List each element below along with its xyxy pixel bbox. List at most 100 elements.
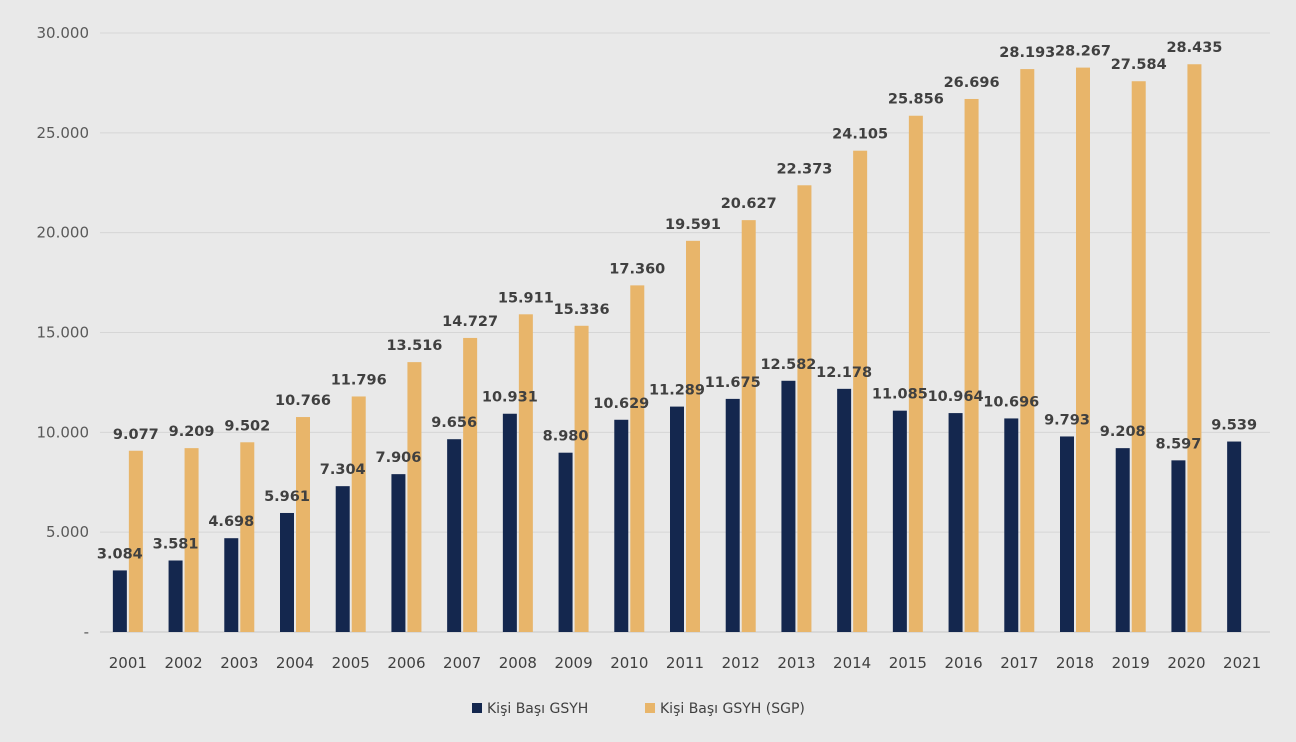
data-label-kisi-basi-gsyh-sgp: 27.584 bbox=[1111, 57, 1167, 73]
data-label-kisi-basi-gsyh: 5.961 bbox=[264, 489, 310, 505]
x-tick-label: 2010 bbox=[610, 654, 648, 672]
bar-kisi-basi-gsyh bbox=[391, 474, 406, 632]
data-label-kisi-basi-gsyh-sgp: 25.856 bbox=[888, 92, 944, 108]
bar-kisi-basi-gsyh-sgp bbox=[908, 115, 923, 632]
x-tick-label: 2017 bbox=[1000, 654, 1038, 672]
bar-kisi-basi-gsyh-sgp bbox=[1020, 69, 1035, 632]
bar-kisi-basi-gsyh bbox=[168, 560, 183, 632]
data-label-kisi-basi-gsyh-sgp: 28.193 bbox=[999, 45, 1055, 61]
y-tick-label: 20.000 bbox=[37, 224, 90, 242]
bar-kisi-basi-gsyh-sgp bbox=[741, 220, 756, 632]
data-label-kisi-basi-gsyh: 8.980 bbox=[543, 429, 589, 445]
bar-kisi-basi-gsyh-sgp bbox=[518, 314, 533, 632]
data-label-kisi-basi-gsyh: 7.304 bbox=[320, 462, 366, 478]
bar-kisi-basi-gsyh bbox=[1060, 436, 1074, 632]
y-tick-label: 10.000 bbox=[37, 423, 90, 441]
data-label-kisi-basi-gsyh: 3.084 bbox=[97, 546, 143, 562]
legend: Kişi Başı GSYH Kişi Başı GSYH (SGP) bbox=[472, 701, 805, 717]
bar-kisi-basi-gsyh bbox=[335, 486, 350, 632]
bar-kisi-basi-gsyh-sgp bbox=[128, 450, 143, 632]
data-label-kisi-basi-gsyh: 9.793 bbox=[1044, 412, 1090, 428]
data-label-kisi-basi-gsyh-sgp: 11.796 bbox=[331, 372, 387, 388]
bar-kisi-basi-gsyh bbox=[892, 410, 907, 632]
bar-kisi-basi-gsyh-sgp bbox=[964, 98, 979, 633]
data-label-kisi-basi-gsyh-sgp: 9.209 bbox=[169, 424, 215, 440]
x-axis: 2001 2002 2003 2004 2005 2006 2007 2008 2009 2010… bbox=[109, 654, 1261, 672]
legend-swatch-kisi-basi-gsyh-sgp bbox=[645, 703, 655, 713]
data-label-kisi-basi-gsyh: 11.675 bbox=[705, 375, 761, 391]
bar-kisi-basi-gsyh bbox=[1227, 441, 1242, 632]
x-tick-label: 2020 bbox=[1167, 654, 1205, 672]
bar-kisi-basi-gsyh bbox=[725, 398, 740, 632]
x-tick-label: 2019 bbox=[1112, 654, 1150, 672]
y-axis: - 5.000 10.000 15.000 20.000 25.000 30.000 bbox=[37, 24, 90, 641]
bar-kisi-basi-gsyh-sgp bbox=[574, 325, 589, 632]
bar-kisi-basi-gsyh bbox=[558, 452, 573, 632]
legend-swatch-kisi-basi-gsyh bbox=[472, 703, 482, 713]
x-tick-label: 2002 bbox=[164, 654, 202, 672]
y-tick-label: - bbox=[84, 623, 89, 641]
bar-kisi-basi-gsyh-sgp bbox=[296, 417, 310, 632]
x-tick-label: 2007 bbox=[443, 654, 481, 672]
legend-label-kisi-basi-gsyh: Kişi Başı GSYH bbox=[487, 701, 588, 717]
data-label-kisi-basi-gsyh-sgp: 17.360 bbox=[609, 261, 665, 277]
bar-kisi-basi-gsyh bbox=[1171, 460, 1186, 632]
data-label-kisi-basi-gsyh-sgp: 20.627 bbox=[721, 196, 777, 212]
data-label-kisi-basi-gsyh-sgp: 10.766 bbox=[275, 393, 331, 409]
x-tick-label: 2006 bbox=[387, 654, 425, 672]
bar-kisi-basi-gsyh bbox=[948, 413, 963, 632]
y-tick-label: 30.000 bbox=[37, 24, 90, 42]
x-tick-label: 2012 bbox=[722, 654, 760, 672]
data-label-kisi-basi-gsyh-sgp: 26.696 bbox=[944, 75, 1000, 91]
bar-kisi-basi-gsyh bbox=[837, 388, 852, 632]
data-label-kisi-basi-gsyh: 11.085 bbox=[872, 387, 928, 403]
x-tick-label: 2009 bbox=[554, 654, 592, 672]
bar-kisi-basi-gsyh-sgp bbox=[1076, 67, 1090, 632]
bar-kisi-basi-gsyh-sgp bbox=[1187, 64, 1202, 633]
data-label-kisi-basi-gsyh-sgp: 13.516 bbox=[386, 338, 442, 354]
data-label-kisi-basi-gsyh: 10.629 bbox=[593, 396, 649, 412]
bar-kisi-basi-gsyh-sgp bbox=[240, 442, 255, 632]
data-label-kisi-basi-gsyh: 9.208 bbox=[1100, 424, 1146, 440]
data-label-kisi-basi-gsyh: 9.656 bbox=[431, 415, 477, 431]
data-label-kisi-basi-gsyh-sgp: 28.267 bbox=[1055, 44, 1111, 60]
x-tick-label: 2004 bbox=[276, 654, 314, 672]
data-labels: 3.084 9.077 3.581 9.209 4.698 9.502 5.961 10.76… bbox=[97, 40, 1257, 562]
bar-kisi-basi-gsyh-sgp bbox=[630, 285, 645, 632]
y-tick-label: 25.000 bbox=[37, 124, 90, 142]
bar-kisi-basi-gsyh-sgp bbox=[853, 150, 868, 633]
data-label-kisi-basi-gsyh-sgp: 15.911 bbox=[498, 290, 554, 306]
data-label-kisi-basi-gsyh: 10.696 bbox=[983, 394, 1039, 410]
data-label-kisi-basi-gsyh: 11.289 bbox=[649, 383, 705, 399]
bar-kisi-basi-gsyh bbox=[224, 538, 239, 632]
bar-kisi-basi-gsyh bbox=[1115, 448, 1130, 632]
x-tick-label: 2013 bbox=[777, 654, 815, 672]
data-label-kisi-basi-gsyh: 12.178 bbox=[816, 365, 872, 381]
y-tick-label: 5.000 bbox=[46, 523, 89, 541]
x-tick-label: 2001 bbox=[109, 654, 147, 672]
bar-kisi-basi-gsyh bbox=[280, 512, 294, 632]
data-label-kisi-basi-gsyh: 4.698 bbox=[208, 514, 254, 530]
x-tick-label: 2018 bbox=[1056, 654, 1094, 672]
data-label-kisi-basi-gsyh-sgp: 15.336 bbox=[554, 302, 610, 318]
x-tick-label: 2015 bbox=[889, 654, 927, 672]
bar-kisi-basi-gsyh-sgp bbox=[407, 362, 422, 632]
y-tick-label: 15.000 bbox=[37, 324, 90, 342]
data-label-kisi-basi-gsyh-sgp: 22.373 bbox=[776, 161, 832, 177]
bar-kisi-basi-gsyh-sgp bbox=[686, 240, 700, 632]
data-label-kisi-basi-gsyh-sgp: 9.077 bbox=[113, 427, 159, 443]
data-label-kisi-basi-gsyh-sgp: 14.727 bbox=[442, 314, 498, 330]
bar-kisi-basi-gsyh bbox=[447, 439, 462, 632]
bar-kisi-basi-gsyh bbox=[614, 419, 629, 632]
bar-kisi-basi-gsyh bbox=[781, 380, 796, 632]
data-label-kisi-basi-gsyh-sgp: 19.591 bbox=[665, 217, 721, 233]
data-label-kisi-basi-gsyh: 7.906 bbox=[375, 450, 421, 466]
data-label-kisi-basi-gsyh: 9.539 bbox=[1211, 418, 1257, 434]
data-label-kisi-basi-gsyh-sgp: 28.435 bbox=[1166, 40, 1222, 56]
data-label-kisi-basi-gsyh: 3.581 bbox=[153, 536, 199, 552]
x-tick-label: 2016 bbox=[944, 654, 982, 672]
bar-kisi-basi-gsyh bbox=[670, 406, 684, 632]
bar-kisi-basi-gsyh-sgp bbox=[184, 448, 199, 632]
data-label-kisi-basi-gsyh-sgp: 24.105 bbox=[832, 127, 888, 143]
